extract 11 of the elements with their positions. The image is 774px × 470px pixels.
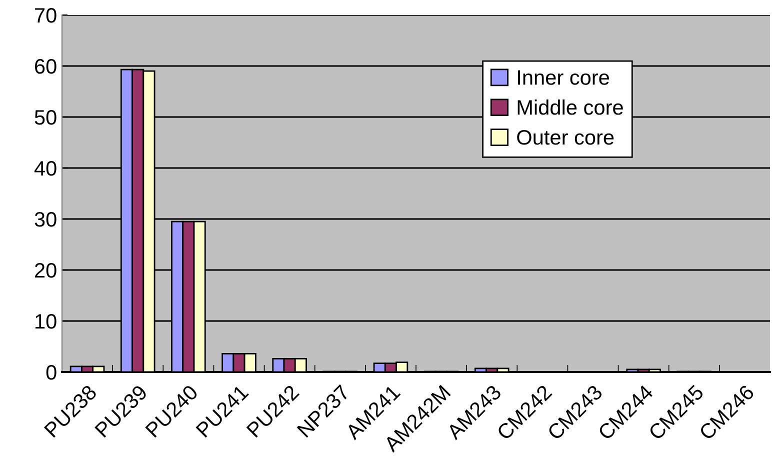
legend-label: Middle core [518,100,623,115]
legend-label: Inner core [518,70,610,85]
y-tick-label: 0 [46,365,56,380]
y-tick-label: 20 [35,263,56,278]
y-tick-label: 60 [35,59,56,74]
legend-label: Outer core [517,130,614,145]
y-tick-label: 10 [36,314,56,329]
y-tick-label: 30 [34,212,56,227]
y-tick-label: 50 [34,110,56,125]
y-tick-label: 70 [35,8,56,23]
y-tick-label: 40 [34,161,56,176]
